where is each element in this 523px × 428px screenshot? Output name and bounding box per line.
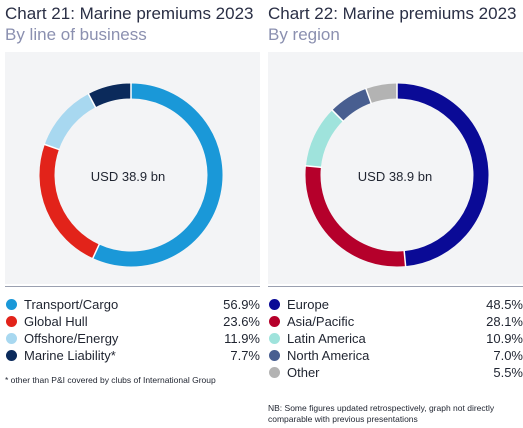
legend-label: Asia/Pacific	[287, 314, 355, 329]
legend-item: Offshore/Energy 11.9%	[5, 331, 260, 348]
slice-separator	[43, 143, 61, 151]
divider	[268, 286, 523, 287]
donut-chart: USD 38.9 bn	[304, 82, 489, 268]
chart-subtitle: By region	[268, 25, 340, 44]
slice-separator	[304, 164, 322, 169]
donut-slice	[305, 165, 406, 267]
donut-chart-area: USD 38.9 bn	[268, 52, 523, 284]
legend-item: Other 5.5%	[268, 365, 523, 382]
divider	[5, 286, 260, 287]
donut-slice	[44, 93, 96, 150]
legend-value: 56.9%	[223, 297, 260, 312]
slice-separator	[403, 250, 407, 268]
legend-value: 7.7%	[230, 348, 260, 363]
donut-chart: USD 38.9 bn	[39, 82, 223, 267]
footnote: NB: Some figures updated retrospectively…	[268, 403, 495, 424]
slice-separator	[364, 87, 373, 105]
legend-value: 23.6%	[223, 314, 260, 329]
legend-swatch	[269, 316, 280, 327]
legend-value: 28.1%	[486, 314, 523, 329]
legend-item: Europe 48.5%	[268, 297, 523, 314]
legend-label: Europe	[287, 297, 329, 312]
slice-separator	[331, 109, 345, 123]
chart-panel-line-of-business: Chart 21: Marine premiums 2023 By line o…	[5, 0, 260, 428]
donut-chart-area: USD 38.9 bn	[5, 52, 260, 284]
legend-swatch	[269, 333, 280, 344]
legend-value: 7.0%	[493, 348, 523, 363]
footnote: * other than P&I covered by clubs of Int…	[5, 375, 216, 385]
donut-slice	[39, 144, 100, 259]
chart-title: Chart 21: Marine premiums 2023	[5, 4, 254, 23]
chart-subtitle: By line of business	[5, 25, 147, 44]
center-label: USD 38.9 bn	[91, 169, 165, 184]
legend-item: Asia/Pacific 28.1%	[268, 314, 523, 331]
center-label: USD 38.9 bn	[358, 169, 432, 184]
donut-slice	[92, 83, 223, 267]
legend-item: Latin America 10.9%	[268, 331, 523, 348]
legend-swatch	[6, 316, 17, 327]
legend-value: 5.5%	[493, 365, 523, 380]
legend-swatch	[269, 350, 280, 361]
legend-swatch	[6, 299, 17, 310]
donut-slice	[88, 83, 132, 108]
legend-label: Transport/Cargo	[24, 297, 119, 312]
legend-item: Global Hull 23.6%	[5, 314, 260, 331]
legend-item: Transport/Cargo 56.9%	[5, 297, 260, 314]
legend-label: North America	[287, 348, 370, 363]
donut-slice	[332, 88, 372, 122]
legend-swatch	[269, 367, 280, 378]
legend-label: Latin America	[287, 331, 366, 346]
legend-item: Marine Liability* 7.7%	[5, 348, 260, 365]
donut-slice	[366, 83, 398, 104]
legend-swatch	[6, 333, 17, 344]
slice-separator	[91, 243, 101, 260]
legend-swatch	[269, 299, 280, 310]
chart-title: Chart 22: Marine premiums 2023	[268, 4, 517, 23]
legend-value: 10.9%	[486, 331, 523, 346]
chart-panel-region: Chart 22: Marine premiums 2023 By region…	[268, 0, 523, 428]
legend: Europe 48.5% Asia/Pacific 28.1% Latin Americ…	[268, 297, 523, 382]
legend-value: 48.5%	[486, 297, 523, 312]
slice-separator	[87, 92, 97, 109]
legend-swatch	[6, 350, 17, 361]
legend-label: Global Hull	[24, 314, 88, 329]
legend-label: Marine Liability*	[24, 348, 116, 363]
donut-slice	[305, 110, 344, 168]
legend: Transport/Cargo 56.9% Global Hull 23.6% Offs…	[5, 297, 260, 365]
legend-label: Offshore/Energy	[24, 331, 119, 346]
legend-label: Other	[287, 365, 320, 380]
legend-value: 11.9%	[224, 331, 260, 346]
donut-slice	[396, 83, 489, 267]
legend-item: North America 7.0%	[268, 348, 523, 365]
